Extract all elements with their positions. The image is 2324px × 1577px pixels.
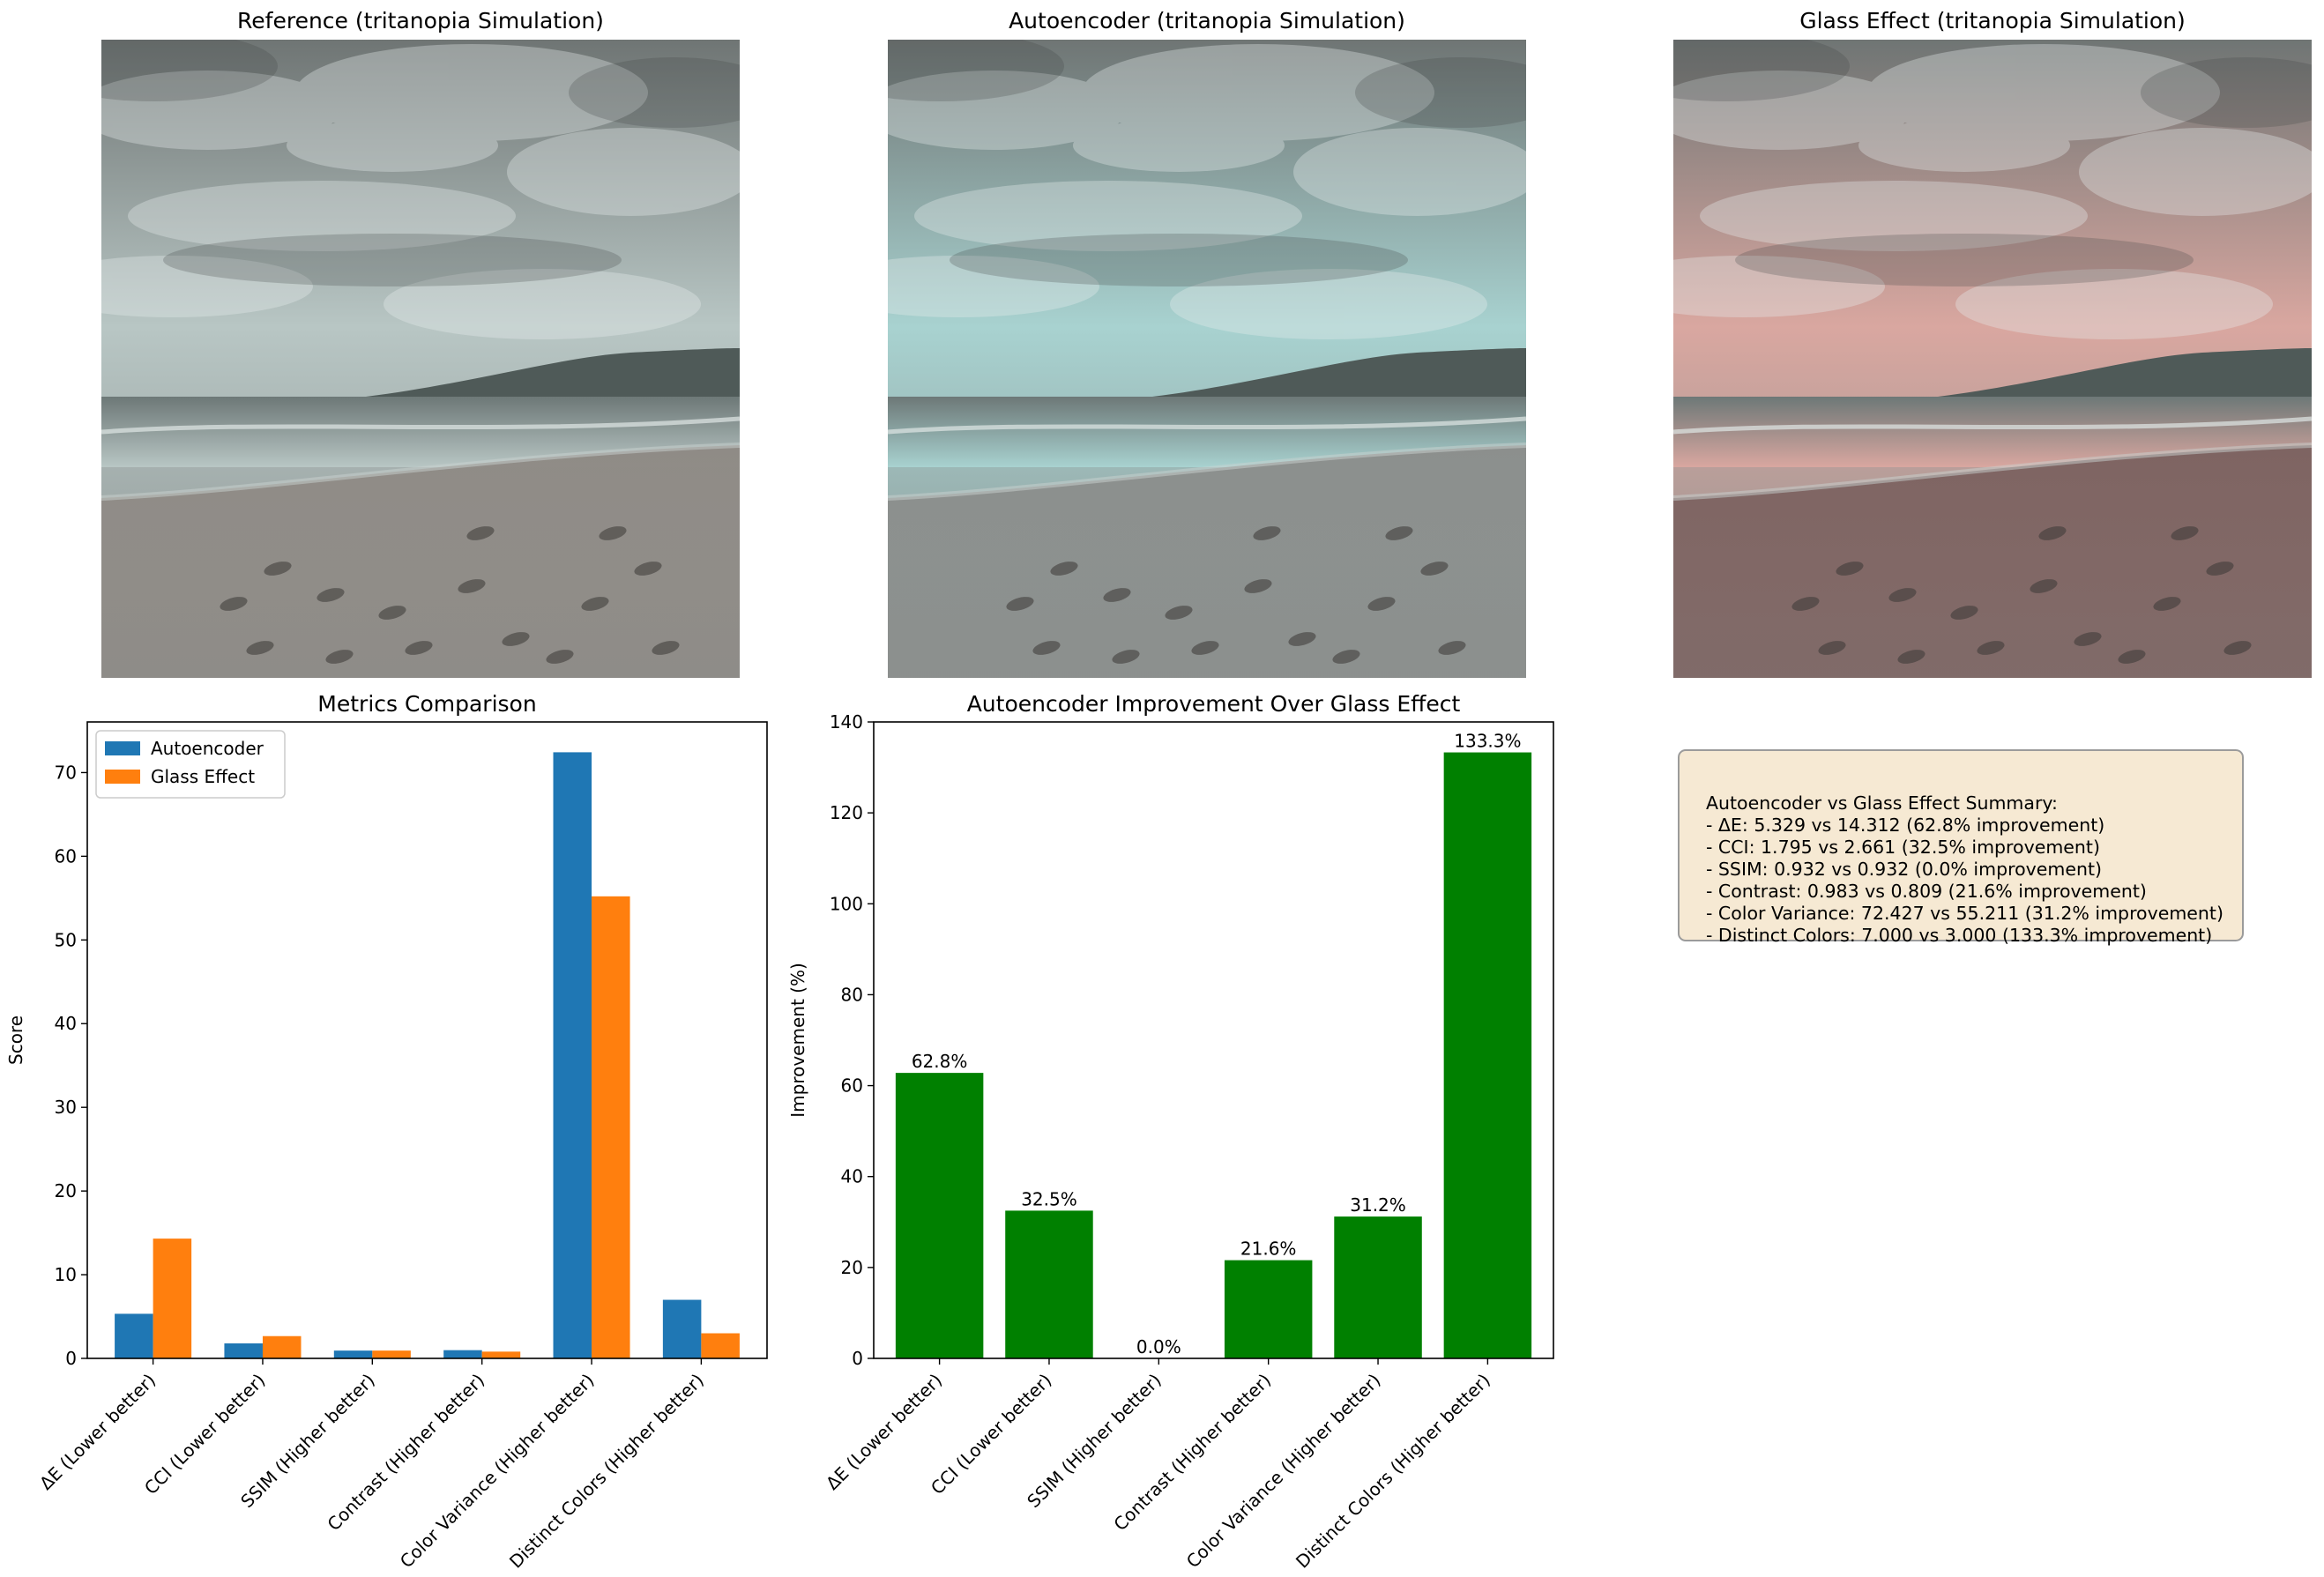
metrics-ytick-label: 20: [55, 1180, 77, 1201]
summary-box: [1678, 749, 2244, 941]
metrics-ylabel: Score: [5, 1015, 26, 1065]
legend-label: Glass Effect: [151, 766, 255, 787]
summary-line: - Color Variance: 72.427 vs 55.211 (31.2…: [1706, 903, 2223, 924]
metrics-xtick-label: ΔE (Lower better): [35, 1370, 160, 1494]
metrics-xtick-label: Color Variance (Higher better): [396, 1370, 599, 1573]
improvement-ytick-label: 100: [830, 893, 863, 914]
summary-line: - Distinct Colors: 7.000 vs 3.000 (133.3…: [1706, 925, 2213, 946]
shoreline: [101, 443, 740, 501]
summary-text: Autoencoder vs Glass Effect Summary: - ΔE…: [1706, 770, 2223, 969]
wave: [101, 416, 740, 435]
metrics-bar-glass-effect: [701, 1333, 740, 1358]
metrics-ytick-label: 60: [55, 845, 77, 867]
hills: [1938, 348, 2312, 401]
metrics-bar-autoencoder: [224, 1343, 263, 1358]
summary-line: - CCI: 1.795 vs 2.661 (32.5% improvement…: [1706, 837, 2100, 858]
panel-title-autoencoder: Autoencoder (tritanopia Simulation): [1009, 8, 1405, 33]
improvement-chart: 62.8% 32.5% 0.0% 21.6% 31.2% 133.3% 0 20 40 60 80 1…: [787, 691, 1554, 1573]
panel-title-reference: Reference (tritanopia Simulation): [237, 8, 604, 33]
dark-clouds: [888, 40, 1526, 286]
metrics-comparison-chart: 0 10 20 30 40 50 60 70 Metrics Comparison Score ΔE…: [5, 691, 768, 1573]
improvement-data-label: 21.6%: [1240, 1239, 1297, 1260]
autoencoder-image: [888, 40, 1526, 678]
metrics-xtick-label: Distinct Colors (Higher better): [505, 1370, 708, 1573]
metrics-axes-frame: [86, 721, 768, 1359]
improvement-bar: [1443, 752, 1532, 1358]
footprints: [1791, 526, 2252, 664]
improvement-ytick-label: 0: [852, 1348, 863, 1369]
metrics-xtick-label: CCI (Lower better): [140, 1370, 270, 1499]
clouds: [101, 44, 740, 339]
metrics-legend: Autoencoder Glass Effect: [95, 730, 286, 799]
metrics-bar-autoencoder: [443, 1350, 482, 1358]
improvement-xtick-label: Color Variance (Higher better): [1182, 1370, 1385, 1573]
sand: [101, 445, 740, 678]
improvement-data-label: 133.3%: [1454, 731, 1521, 752]
glass-effect-image: [1673, 40, 2312, 678]
improvement-ytick-label: 40: [841, 1166, 863, 1187]
dark-clouds: [1673, 40, 2312, 286]
improvement-ytick-label: 140: [830, 711, 863, 733]
metrics-bar-glass-effect: [262, 1335, 302, 1358]
metrics-ytick-label: 40: [55, 1013, 77, 1034]
metrics-bar-glass-effect: [481, 1351, 521, 1358]
improvement-ytick-label: 60: [841, 1075, 863, 1097]
improvement-bar: [1224, 1260, 1313, 1358]
reference-image: [101, 40, 740, 678]
improvement-bar: [1005, 1210, 1093, 1358]
metrics-bar-glass-effect: [592, 896, 630, 1358]
improvement-xtick-label: Distinct Colors (Higher better): [1292, 1370, 1494, 1573]
summary-line: - SSIM: 0.932 vs 0.932 (0.0% improvement…: [1706, 859, 2102, 880]
legend-label: Autoencoder: [151, 738, 264, 759]
improvement-axes-frame: [873, 721, 1554, 1359]
dark-clouds: [101, 40, 740, 286]
metrics-bar-autoencoder: [662, 1299, 702, 1358]
metrics-bar-autoencoder: [115, 1313, 153, 1358]
hills: [366, 348, 740, 401]
metrics-bar-autoencoder: [553, 752, 592, 1358]
metrics-ytick-label: 10: [55, 1264, 77, 1285]
improvement-title: Autoencoder Improvement Over Glass Effec…: [967, 691, 1461, 717]
improvement-bar: [1334, 1216, 1422, 1358]
metrics-ytick-label: 0: [65, 1348, 77, 1369]
wave: [1673, 416, 2312, 435]
improvement-ytick-label: 80: [841, 984, 863, 1005]
improvement-data-label: 32.5%: [1021, 1188, 1077, 1209]
improvement-data-label: 62.8%: [912, 1051, 968, 1072]
wave: [888, 416, 1526, 435]
metrics-ytick-label: 70: [55, 762, 77, 783]
panel-title-glass-effect: Glass Effect (tritanopia Simulation): [1799, 8, 2186, 33]
improvement-bar: [895, 1073, 984, 1358]
metrics-bar-glass-effect: [153, 1239, 192, 1358]
legend-frame: [95, 730, 286, 799]
improvement-xtick-label: ΔE (Lower better): [822, 1370, 946, 1494]
improvement-ylabel: Improvement (%): [787, 963, 808, 1118]
footprints: [220, 526, 680, 664]
improvement-data-label: 31.2%: [1350, 1194, 1406, 1216]
hills: [1152, 348, 1526, 401]
summary-line: - ΔE: 5.329 vs 14.312 (62.8% improvement…: [1706, 815, 2105, 836]
summary-line: Autoencoder vs Glass Effect Summary:: [1706, 792, 2058, 814]
shoreline: [888, 443, 1526, 501]
improvement-ytick-label: 120: [830, 802, 863, 823]
improvement-data-label: 0.0%: [1136, 1336, 1181, 1358]
footprints: [1006, 526, 1466, 664]
metrics-ytick-label: 50: [55, 929, 77, 950]
clouds: [888, 44, 1526, 339]
metrics-bar-glass-effect: [372, 1350, 411, 1358]
shoreline: [1673, 443, 2312, 501]
clouds: [1673, 44, 2312, 339]
improvement-ytick-label: 20: [841, 1257, 863, 1278]
sand: [888, 445, 1526, 678]
metrics-bar-autoencoder: [333, 1350, 373, 1358]
metrics-ytick-label: 30: [55, 1097, 77, 1118]
metrics-title: Metrics Comparison: [317, 691, 536, 717]
improvement-xtick-label: CCI (Lower better): [927, 1370, 1056, 1499]
legend-swatch: [105, 770, 140, 784]
summary-line: - Contrast: 0.983 vs 0.809 (21.6% improv…: [1706, 881, 2147, 902]
legend-swatch: [105, 741, 140, 755]
sand: [1673, 445, 2312, 678]
